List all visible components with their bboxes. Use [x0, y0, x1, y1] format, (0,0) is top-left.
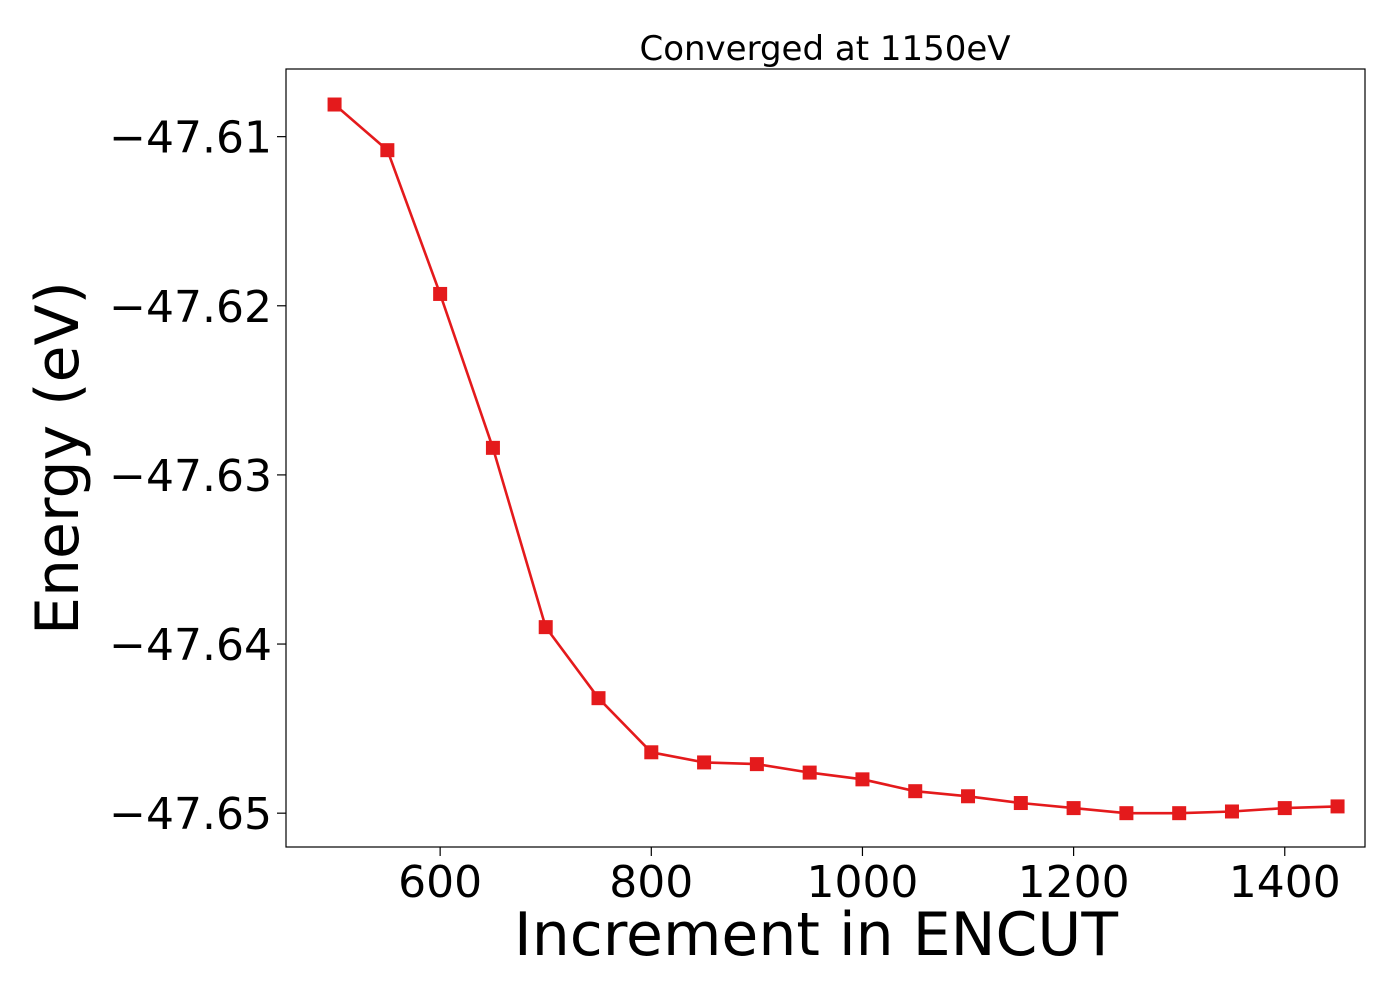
data-point-marker	[327, 97, 342, 112]
x-tick-label: 800	[609, 857, 693, 908]
y-tick-label: −47.64	[109, 620, 272, 671]
data-point-marker	[697, 755, 712, 770]
x-axis-label: Increment in ENCUT	[514, 900, 1118, 970]
data-point-marker	[538, 620, 553, 635]
data-point-marker	[1013, 796, 1028, 811]
x-tick-label: 1400	[1229, 857, 1341, 908]
data-point-marker	[1172, 806, 1187, 821]
data-point-marker	[433, 286, 448, 301]
y-axis-label: Energy (eV)	[23, 281, 93, 635]
x-axis-ticks: 600 800 1000 1200 1400	[398, 847, 1341, 908]
x-tick-label: 600	[398, 857, 482, 908]
y-tick-label: −47.65	[109, 789, 272, 840]
data-point-marker	[1330, 799, 1345, 814]
data-point-marker	[485, 440, 500, 455]
data-point-marker	[802, 765, 817, 780]
data-point-marker	[1119, 806, 1134, 821]
y-tick-label: −47.63	[109, 451, 272, 502]
series-layer	[327, 97, 1345, 821]
data-point-marker	[908, 784, 923, 799]
data-point-marker	[644, 745, 659, 760]
data-point-marker	[1277, 801, 1292, 816]
data-point-marker	[855, 772, 870, 787]
y-axis-ticks: −47.61 −47.62 −47.63 −47.64 −47.65	[109, 113, 286, 840]
data-point-marker	[961, 789, 976, 804]
data-point-marker	[1066, 801, 1081, 816]
x-tick-label: 1200	[1018, 857, 1130, 908]
data-point-marker	[591, 691, 606, 706]
plot-area-frame	[285, 68, 1366, 848]
x-tick-label: 1000	[806, 857, 918, 908]
data-point-marker	[749, 757, 764, 772]
data-point-marker	[1224, 804, 1239, 819]
y-tick-label: −47.62	[109, 282, 272, 333]
data-point-marker	[380, 143, 395, 158]
y-tick-label: −47.61	[109, 113, 272, 164]
series-line	[333, 103, 1338, 815]
chart-title: Converged at 1150eV	[639, 29, 1010, 69]
